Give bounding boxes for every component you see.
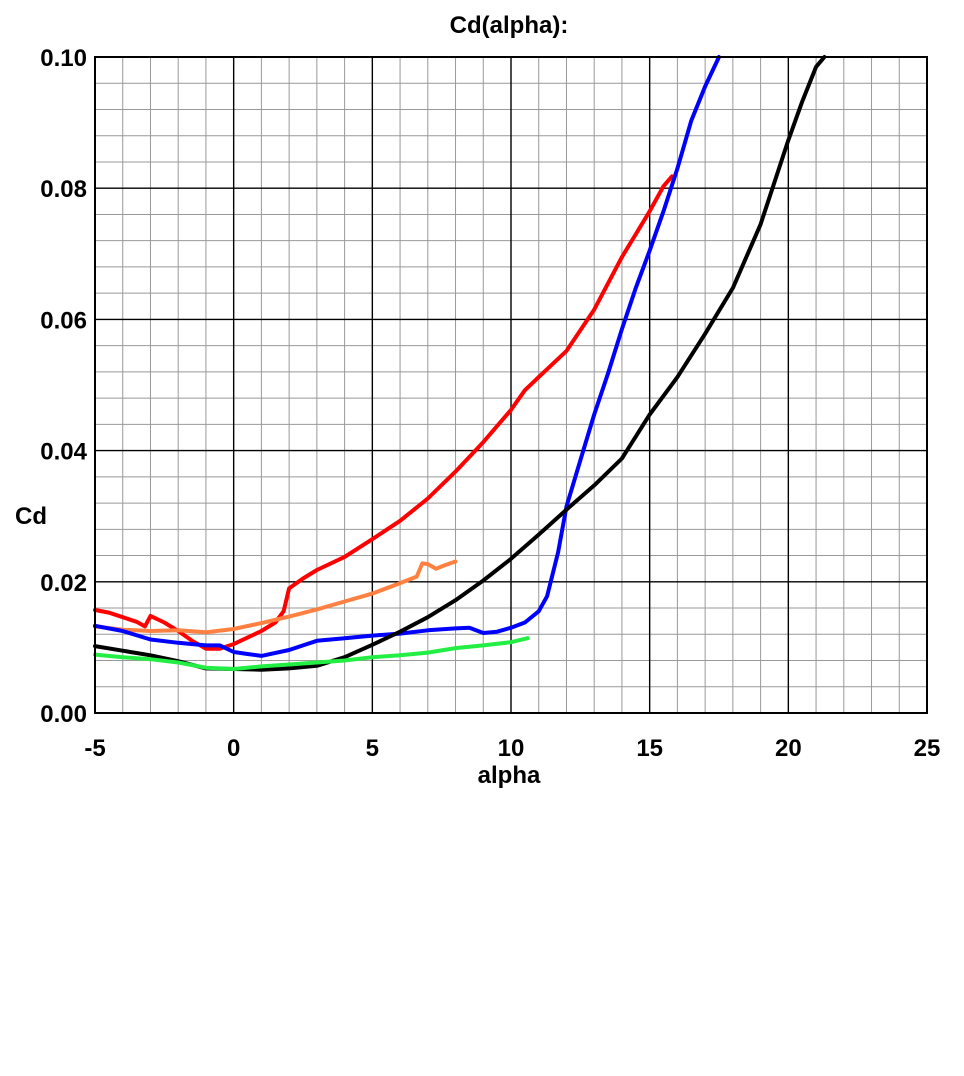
y-tick-labels: 0.00 0.02 0.04 0.06 0.08 0.10 xyxy=(40,45,87,728)
y-tick-label: 0.08 xyxy=(40,176,87,203)
y-tick-label: 0.00 xyxy=(40,701,87,728)
x-tick-label: -5 xyxy=(84,735,105,762)
chart-title: Cd(alpha): xyxy=(450,12,569,39)
x-tick-label: 20 xyxy=(775,735,802,762)
x-tick-label: 25 xyxy=(914,735,941,762)
y-tick-label: 0.02 xyxy=(40,570,87,597)
x-tick-label: 10 xyxy=(498,735,525,762)
y-axis-label: Cd xyxy=(15,503,47,530)
series-line-4 xyxy=(93,55,827,672)
major-gridlines xyxy=(94,56,928,714)
y-tick-label: 0.04 xyxy=(40,439,87,466)
x-axis-label: alpha xyxy=(478,762,541,789)
plot-frame xyxy=(94,56,928,714)
y-tick-label: 0.06 xyxy=(40,307,87,334)
series-line-1 xyxy=(93,174,674,651)
x-tick-labels: -5 0 5 10 15 20 25 xyxy=(84,735,940,762)
series-layer xyxy=(93,55,827,672)
x-tick-label: 15 xyxy=(636,735,663,762)
series-line-3 xyxy=(93,55,721,658)
series-line-5 xyxy=(93,636,530,671)
x-tick-label: 0 xyxy=(227,735,240,762)
x-tick-label: 5 xyxy=(366,735,379,762)
series-line-2 xyxy=(93,559,458,635)
y-tick-label: 0.10 xyxy=(40,45,87,72)
